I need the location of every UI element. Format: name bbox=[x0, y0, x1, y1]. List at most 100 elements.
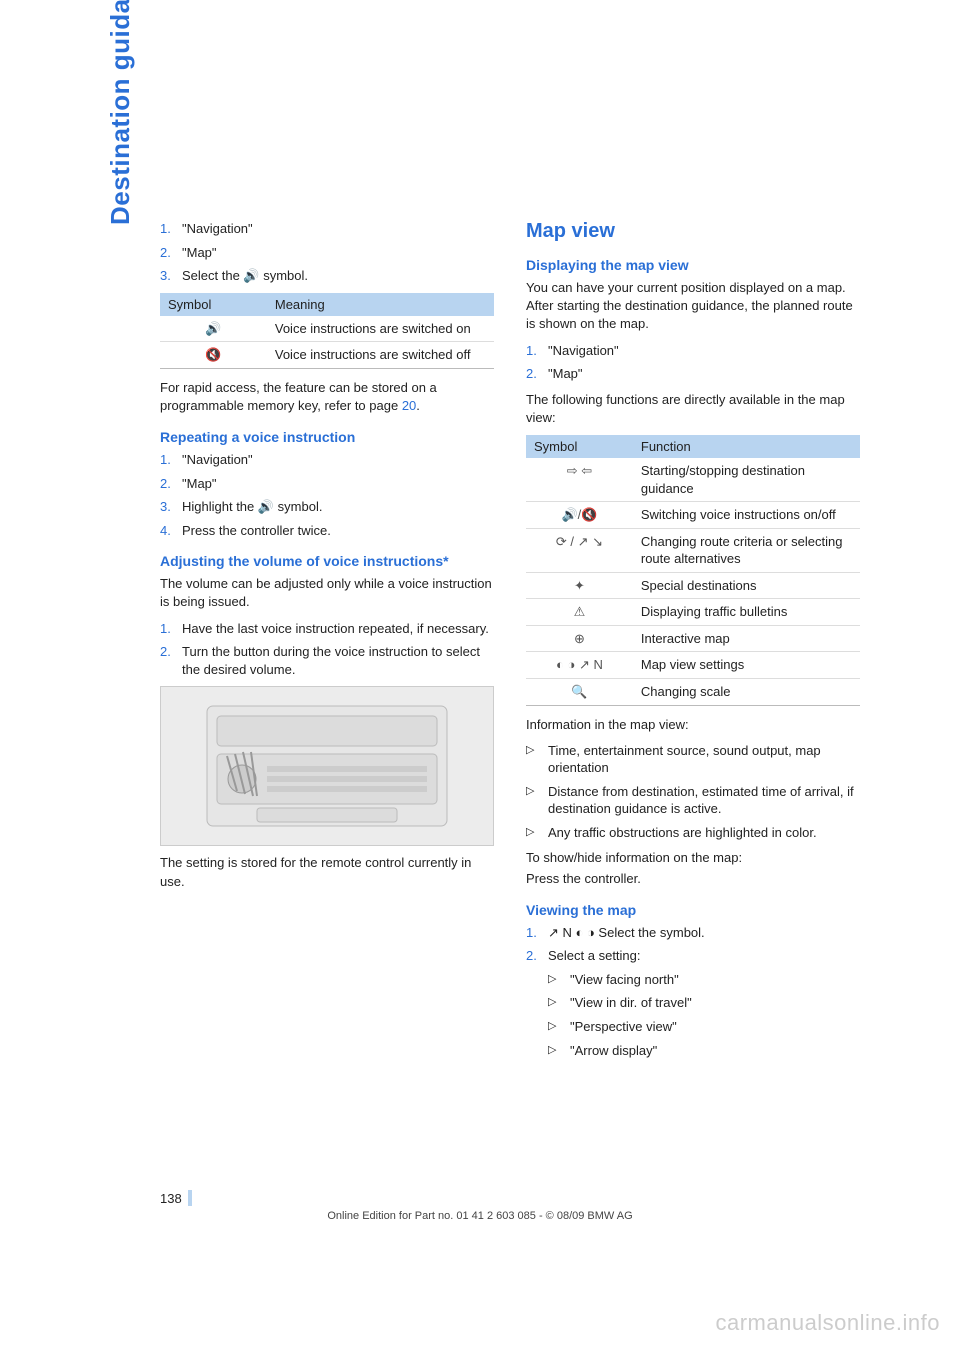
list-item: "View facing north" bbox=[548, 971, 860, 989]
step-text: ↗ N ◐ ◑ Select the symbol. bbox=[548, 925, 705, 940]
heading-display-map: Displaying the map view bbox=[526, 257, 860, 273]
step-text: "Map" bbox=[182, 245, 217, 260]
heading-map-view: Map view bbox=[526, 220, 860, 243]
rapid-access-text: For rapid access, the feature can be sto… bbox=[160, 379, 494, 415]
table-row: 🔊 Voice instructions are switched on bbox=[160, 316, 494, 342]
sound-on-icon: 🔊 bbox=[205, 321, 221, 336]
list-item: 2. Turn the button during the voice instr… bbox=[160, 643, 494, 678]
table-row: 🔊/🔇 Switching voice instructions on/off bbox=[526, 502, 860, 529]
footer-text: Online Edition for Part no. 01 41 2 603 … bbox=[0, 1210, 960, 1222]
steps-list-a: 1."Navigation" 2."Map" 3.Select the 🔊 sy… bbox=[160, 220, 494, 285]
info-intro: Information in the map view: bbox=[526, 716, 860, 734]
symbol-meaning-table: Symbol Meaning 🔊 Voice instructions are … bbox=[160, 293, 494, 369]
table-cell-text: Interactive map bbox=[633, 625, 860, 652]
list-item: "Arrow display" bbox=[548, 1042, 860, 1060]
table-row: ◐ ◑ ↗ N Map view settings bbox=[526, 652, 860, 679]
table-cell-text: Displaying traffic bulletins bbox=[633, 599, 860, 626]
table-cell-text: Special destinations bbox=[633, 572, 860, 599]
list-item: 2. "Map" bbox=[160, 244, 494, 262]
table-row: ⚠ Displaying traffic bulletins bbox=[526, 599, 860, 626]
list-item: 3.Highlight the 🔊 symbol. bbox=[160, 498, 494, 516]
voice-toggle-icon: 🔊/🔇 bbox=[561, 507, 597, 522]
steps-list-b: 1."Navigation" 2."Map" 3.Highlight the 🔊… bbox=[160, 451, 494, 539]
step-text: "Navigation" bbox=[548, 343, 619, 358]
traffic-warning-icon: ⚠ bbox=[574, 604, 586, 619]
step-text: Press the controller twice. bbox=[182, 523, 331, 538]
step-number: 3. bbox=[160, 498, 171, 516]
list-item: Distance from destination, estimated tim… bbox=[526, 783, 860, 818]
step-number: 2. bbox=[160, 475, 171, 493]
table-row: ✦ Special destinations bbox=[526, 572, 860, 599]
table-cell-text: Voice instructions are switched on bbox=[267, 316, 494, 342]
step-number: 2. bbox=[160, 643, 171, 661]
table-cell-symbol: 🔊 bbox=[160, 316, 267, 342]
table-cell-symbol: 🔍 bbox=[526, 678, 633, 705]
step-number: 2. bbox=[526, 947, 537, 965]
table-cell-symbol: ⊕ bbox=[526, 625, 633, 652]
interactive-map-icon: ⊕ bbox=[574, 631, 585, 646]
map-settings-icon: ◐ ◑ ↗ N bbox=[556, 657, 603, 672]
list-item: 3.Select the 🔊 symbol. bbox=[160, 267, 494, 285]
steps-list-d: 1. "Navigation" 2. "Map" bbox=[526, 342, 860, 383]
side-section-title: Destination guidance bbox=[105, 0, 136, 225]
text-part: . bbox=[416, 398, 420, 413]
right-column: Map view Displaying the map view You can… bbox=[526, 220, 860, 1067]
step-number: 1. bbox=[526, 924, 537, 942]
step-text: Select a setting: bbox=[548, 948, 641, 963]
table-cell-symbol: ◐ ◑ ↗ N bbox=[526, 652, 633, 679]
table-row: ⇨ ⇦ Starting/stopping destination guidanc… bbox=[526, 458, 860, 502]
heading-repeat-voice: Repeating a voice instruction bbox=[160, 429, 494, 445]
step-text: Turn the button during the voice instruc… bbox=[182, 644, 480, 677]
table-row: ⊕ Interactive map bbox=[526, 625, 860, 652]
table-header: Symbol bbox=[526, 435, 633, 458]
table-header: Symbol bbox=[160, 293, 267, 316]
page-number: 138 bbox=[160, 1191, 182, 1206]
table-cell-text: Changing route criteria or selecting rou… bbox=[633, 528, 860, 572]
list-item: 1. ↗ N ◐ ◑ Select the symbol. bbox=[526, 924, 860, 942]
setting-sub-bullets: "View facing north" "View in dir. of tra… bbox=[548, 971, 860, 1059]
step-text: "Map" bbox=[548, 366, 583, 381]
guidance-icon: ⇨ ⇦ bbox=[567, 463, 592, 478]
table-cell-symbol: ⟳ / ↗ ↘ bbox=[526, 528, 633, 572]
step-number: 3. bbox=[160, 267, 171, 285]
special-dest-icon: ✦ bbox=[574, 578, 585, 593]
list-item: 2. "Map" bbox=[526, 365, 860, 383]
list-item: 2. Select a setting: "View facing north" … bbox=[526, 947, 860, 1059]
step-number: 4. bbox=[160, 522, 171, 540]
heading-viewing-map: Viewing the map bbox=[526, 902, 860, 918]
list-item: 1. "Navigation" bbox=[526, 342, 860, 360]
table-cell-text: Changing scale bbox=[633, 678, 860, 705]
sound-off-icon: 🔇 bbox=[205, 347, 221, 362]
step-number: 2. bbox=[526, 365, 537, 383]
step-number: 1. bbox=[160, 220, 171, 238]
table-cell-text: Map view settings bbox=[633, 652, 860, 679]
text-part: For rapid access, the feature can be sto… bbox=[160, 380, 437, 413]
table-cell-symbol: ⚠ bbox=[526, 599, 633, 626]
table-header: Function bbox=[633, 435, 860, 458]
heading-adjust-volume: Adjusting the volume of voice instructio… bbox=[160, 553, 494, 569]
table-cell-symbol: ✦ bbox=[526, 572, 633, 599]
stored-paragraph: The setting is stored for the remote con… bbox=[160, 854, 494, 890]
step-number: 2. bbox=[160, 244, 171, 262]
list-item: Time, entertainment source, sound output… bbox=[526, 742, 860, 777]
watermark-text: carmanualsonline.info bbox=[715, 1310, 940, 1336]
functions-paragraph: The following functions are directly ava… bbox=[526, 391, 860, 427]
list-item: "View in dir. of travel" bbox=[548, 994, 860, 1012]
table-cell-text: Starting/stopping destination guidance bbox=[633, 458, 860, 502]
page-number-block: 138 bbox=[160, 1190, 192, 1206]
table-cell-symbol: 🔊/🔇 bbox=[526, 502, 633, 529]
table-row: 🔇 Voice instructions are switched off bbox=[160, 342, 494, 369]
steps-list-c: 1.Have the last voice instruction repeat… bbox=[160, 620, 494, 679]
table-cell-text: Switching voice instructions on/off bbox=[633, 502, 860, 529]
step-number: 1. bbox=[526, 342, 537, 360]
page-columns: 1. "Navigation" 2. "Map" 3.Select the 🔊 sy… bbox=[160, 220, 860, 1067]
volume-paragraph: The volume can be adjusted only while a … bbox=[160, 575, 494, 611]
dashboard-illustration-icon bbox=[197, 696, 457, 836]
step-number: 1. bbox=[160, 620, 171, 638]
page-link[interactable]: 20 bbox=[402, 398, 416, 413]
steps-list-e: 1. ↗ N ◐ ◑ Select the symbol. 2. Select a … bbox=[526, 924, 860, 1059]
info-bullets: Time, entertainment source, sound output… bbox=[526, 742, 860, 842]
step-text: "Navigation" bbox=[182, 452, 253, 467]
table-cell-symbol: ⇨ ⇦ bbox=[526, 458, 633, 502]
table-header-row: Symbol Function bbox=[526, 435, 860, 458]
